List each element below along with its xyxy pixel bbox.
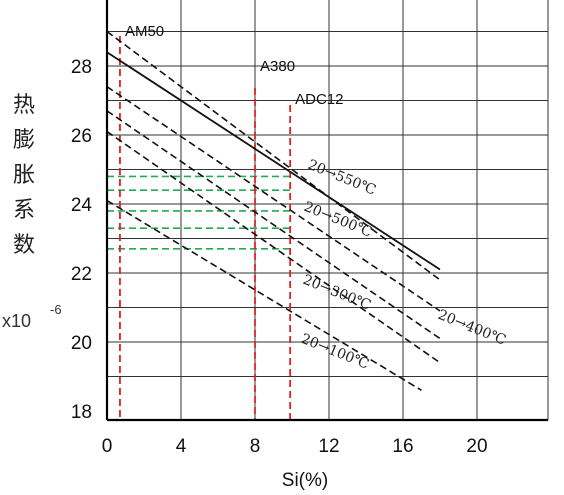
series-lines — [106, 30, 441, 391]
series-line — [106, 130, 441, 364]
y-unit-prefix: x10 — [2, 311, 31, 331]
green-levels — [107, 175, 291, 250]
y-axis-label-char: 数 — [13, 233, 35, 258]
alloy-label: A380 — [260, 58, 295, 75]
x-tick-label: 8 — [250, 436, 261, 457]
y-tick-label: 28 — [71, 57, 92, 78]
y-tick-label: 18 — [71, 402, 92, 423]
series-line — [106, 30, 441, 281]
grid — [106, 0, 549, 420]
series-line — [106, 86, 441, 312]
y-unit-exponent: -6 — [50, 302, 62, 317]
x-tick-label: 20 — [466, 436, 487, 457]
series-line — [106, 51, 441, 271]
y-tick-label: 22 — [71, 264, 92, 285]
y-axis-label-char: 系 — [13, 198, 35, 223]
axes — [105, 0, 548, 422]
series-line — [106, 199, 422, 391]
series-line — [106, 110, 441, 340]
y-tick-label: 20 — [71, 333, 92, 354]
tick-labels: 0 4 8 12 16 20 18 20 22 24 26 28 — [71, 57, 488, 457]
y-axis-label-char: 膨 — [13, 128, 35, 153]
alloy-label: ADC12 — [295, 91, 343, 108]
x-tick-label: 0 — [102, 436, 113, 457]
y-axis-label-char: 胀 — [13, 163, 35, 188]
series-label: 20→550℃ — [306, 157, 379, 199]
y-axis-label-char: 热 — [13, 93, 35, 118]
y-tick-label: 24 — [71, 195, 93, 216]
alloy-label: AM50 — [125, 23, 164, 40]
x-tick-label: 4 — [176, 436, 187, 457]
y-tick-label: 26 — [71, 126, 92, 147]
x-tick-label: 16 — [392, 436, 413, 457]
x-axis-label: Si(%) — [282, 470, 328, 491]
x-tick-label: 12 — [318, 436, 339, 457]
